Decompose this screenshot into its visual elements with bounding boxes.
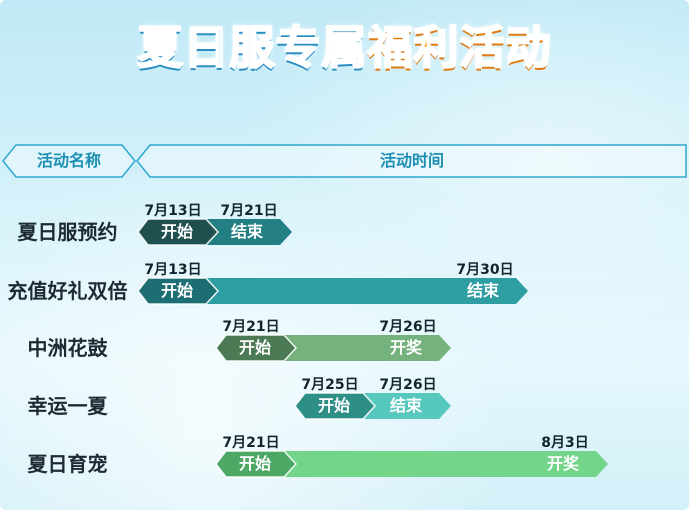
end-segment xyxy=(204,219,292,245)
timeline-bar-shape xyxy=(137,218,292,246)
end-date: 8月3日 xyxy=(541,435,589,451)
end-date: 7月21日 xyxy=(220,203,278,219)
end-segment xyxy=(204,278,528,304)
title-part-2: 福利活动 xyxy=(366,20,552,75)
start-date: 7月13日 xyxy=(144,203,202,219)
start-date: 7月25日 xyxy=(301,377,359,393)
header-time-column: 活动时间 xyxy=(379,151,444,170)
start-segment xyxy=(215,450,298,478)
title-part-1: 夏日服专属 xyxy=(136,20,368,75)
timeline-bar: 开始 结束 xyxy=(294,392,453,420)
end-date: 7月26日 xyxy=(379,377,437,393)
timeline-bar-shape xyxy=(215,450,608,478)
start-label: 开始 xyxy=(160,281,193,300)
activity-name: 幸运一夏 xyxy=(27,394,108,418)
start-segment xyxy=(137,277,220,305)
end-segment xyxy=(282,335,451,361)
start-label: 开始 xyxy=(238,338,271,357)
timeline-bar: 开始 开奖 xyxy=(215,334,453,362)
activity-name: 充值好礼双倍 xyxy=(7,279,128,303)
start-label: 开始 xyxy=(238,454,271,473)
end-label: 结束 xyxy=(389,396,422,415)
end-label: 开奖 xyxy=(546,454,579,473)
start-segment xyxy=(294,392,377,420)
activity-name: 中洲花鼓 xyxy=(27,336,108,360)
header-frame xyxy=(2,144,687,178)
start-segment xyxy=(215,334,298,362)
header-name-column: 活动名称 xyxy=(36,151,101,170)
end-label: 结束 xyxy=(466,281,499,300)
page-title: 夏日服专属福利活动 xyxy=(0,18,689,78)
timeline-bar-shape xyxy=(137,277,528,305)
timeline-bar: 开始 结束 xyxy=(137,277,530,305)
start-date: 7月21日 xyxy=(222,435,280,451)
activity-name: 夏日育宠 xyxy=(27,452,108,476)
end-segment xyxy=(361,393,451,419)
start-date: 7月21日 xyxy=(222,319,280,335)
end-label: 结束 xyxy=(230,222,263,241)
table-header: 活动名称 活动时间 xyxy=(2,144,688,178)
end-date: 7月26日 xyxy=(379,319,437,335)
timeline-bar-shape xyxy=(294,392,451,420)
end-segment xyxy=(282,451,608,477)
end-label: 开奖 xyxy=(389,338,422,357)
start-date: 7月13日 xyxy=(144,262,202,278)
timeline-bar: 开始 结束 xyxy=(137,218,294,246)
end-date: 7月30日 xyxy=(456,262,514,278)
timeline-bar-shape xyxy=(215,334,451,362)
start-segment xyxy=(137,218,220,246)
timeline-bar: 开始 开奖 xyxy=(215,450,610,478)
start-label: 开始 xyxy=(317,396,350,415)
activity-name: 夏日服预约 xyxy=(17,220,118,244)
start-label: 开始 xyxy=(160,222,193,241)
